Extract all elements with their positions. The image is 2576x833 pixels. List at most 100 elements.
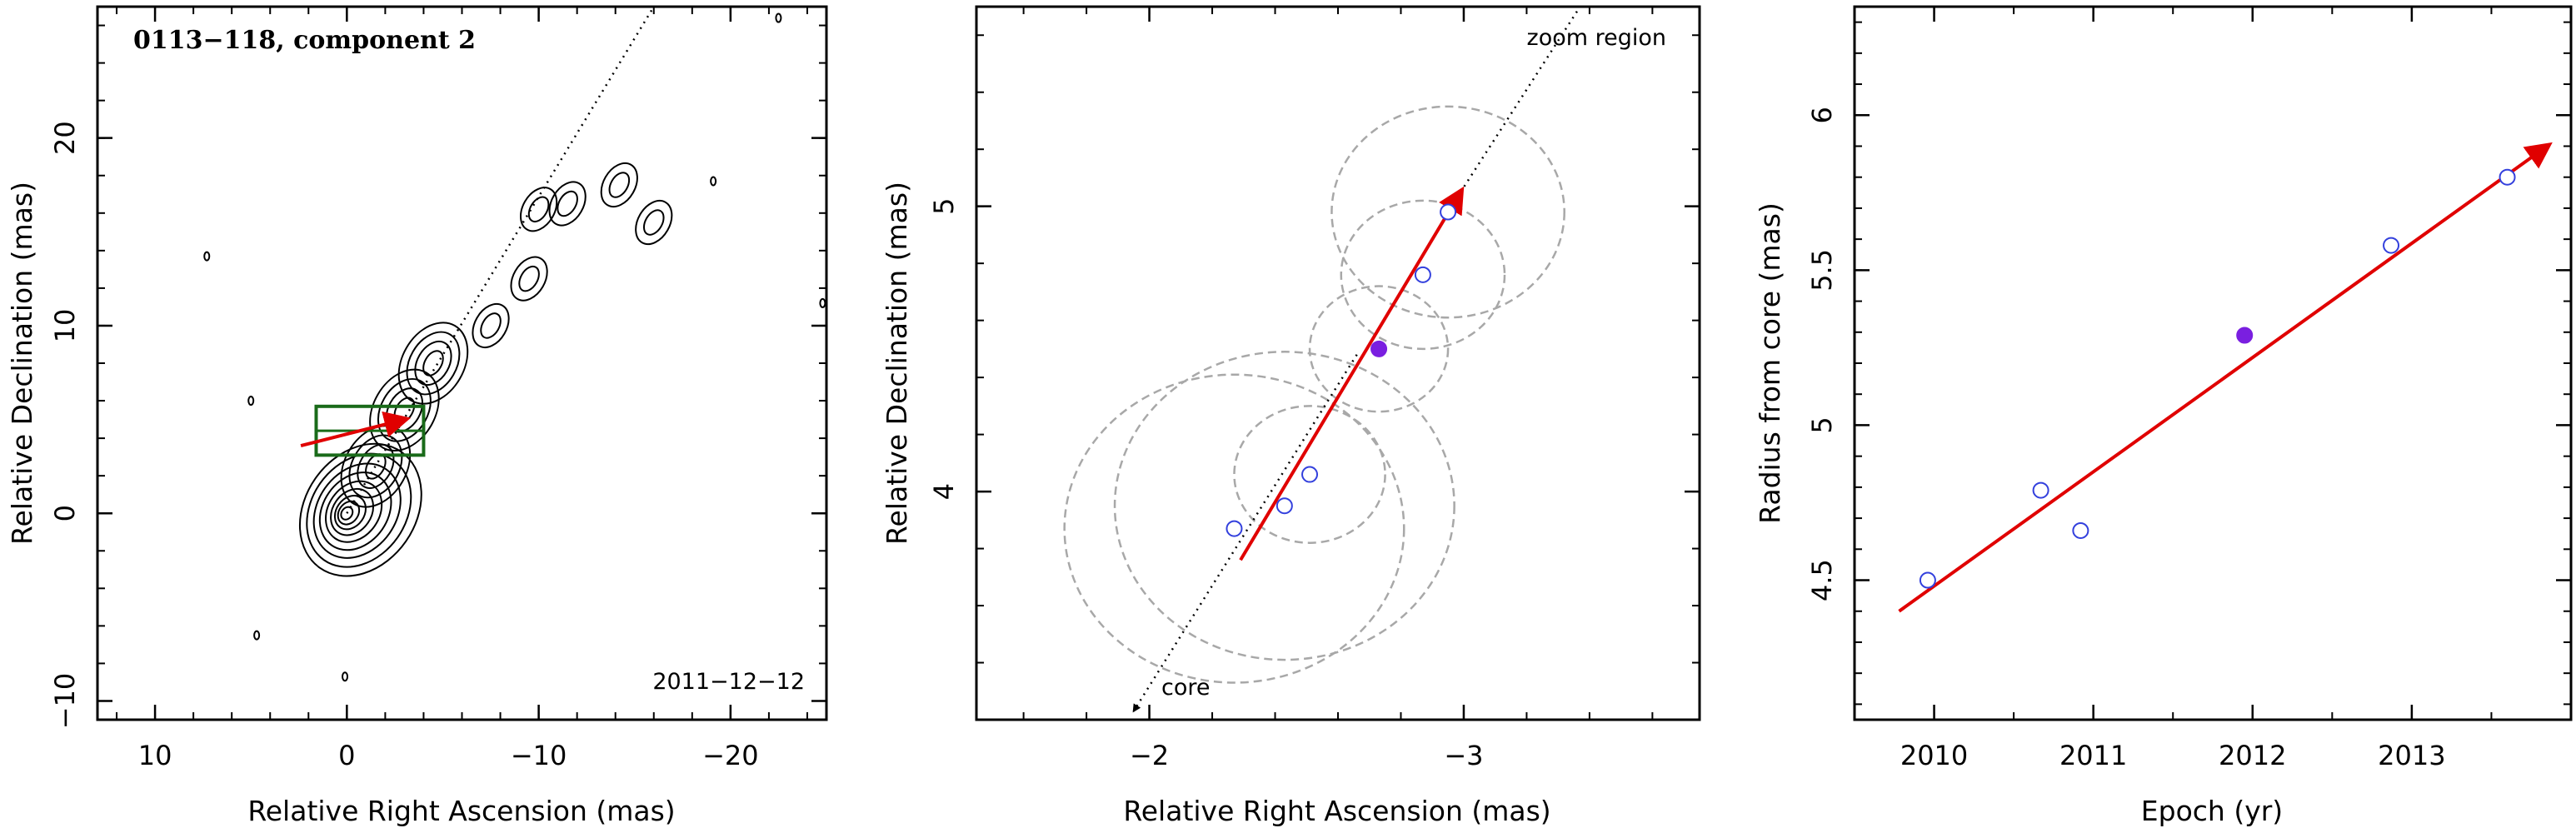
jet-contour — [608, 172, 631, 198]
panel1-frame — [96, 5, 828, 721]
panel2-core-label: core — [1161, 675, 1210, 701]
panel3-ytick-label: 5 — [1806, 416, 1838, 433]
panel3-xtick-label: 2011 — [2059, 740, 2127, 771]
core-contour — [330, 487, 374, 536]
isolated-contour — [253, 630, 261, 641]
trend-arrow — [1239, 186, 1465, 561]
panel1-ytick-label: 20 — [49, 121, 81, 155]
isolated-contour — [342, 671, 349, 682]
panel1-plot-layer — [203, 6, 826, 682]
jet-contour — [340, 425, 412, 508]
position-point — [1440, 203, 1457, 221]
highlighted-point — [2236, 327, 2254, 344]
panel-radius-epoch: 2010 2011 2012 2013 4.5 5 5.5 6 Epoch (yr) Radi… — [1754, 5, 2573, 827]
jet-contour — [357, 443, 395, 489]
jet-contour — [510, 256, 548, 302]
jet-contour — [348, 434, 403, 499]
panel1-ticks: 10 0 −10 −20 −10 0 10 20 — [49, 7, 826, 771]
isolated-contour — [775, 12, 782, 23]
panel2-xlabel: Relative Right Ascension (mas) — [1123, 795, 1550, 827]
panel1-xtick-label: 0 — [338, 740, 355, 771]
panel3-xtick-label: 2013 — [2378, 740, 2445, 771]
core-contour — [340, 506, 354, 521]
jet-contour — [518, 265, 540, 292]
panel2-ylabel: Relative Declination (mas) — [881, 182, 913, 545]
jet-contour — [369, 368, 440, 452]
panel3-ticks: 2010 2011 2012 2013 4.5 5 5.5 6 — [1806, 7, 2572, 771]
trend-arrow — [1898, 142, 2553, 613]
jet-contour — [377, 377, 432, 442]
jet-axis-line — [346, 6, 655, 514]
core-contour — [337, 500, 361, 526]
panel3-xtick-label: 2012 — [2219, 740, 2286, 771]
panel3-ylabel: Radius from core (mas) — [1754, 202, 1786, 524]
component-arrow — [300, 411, 412, 448]
jet-contour — [635, 200, 673, 246]
panel2-ytick-label: 4 — [928, 483, 960, 500]
panel-zoom-region: −2 −3 4 5 zoom region core Relative Right A… — [881, 5, 1701, 827]
panel2-plot-layer — [1063, 6, 1581, 713]
panel2-ticks: −2 −3 4 5 — [928, 7, 1700, 771]
panel3-plot-layer — [1898, 142, 2553, 613]
jet-contour — [520, 187, 558, 232]
panel3-xlabel: Epoch (yr) — [2141, 795, 2283, 827]
panel2-frame — [975, 5, 1701, 721]
panel1-ylabel: Relative Declination (mas) — [6, 182, 38, 545]
jet-contour — [548, 181, 587, 227]
position-point — [1226, 520, 1243, 537]
radius-point — [2383, 237, 2400, 254]
panel1-ytick-label: 10 — [49, 309, 81, 343]
jet-contour — [527, 196, 550, 223]
panel3-ytick-label: 5.5 — [1806, 249, 1838, 292]
panel2-title: zoom region — [1527, 25, 1666, 51]
core-contour — [312, 462, 402, 559]
jet-contour — [557, 190, 578, 217]
jet-contour — [406, 331, 461, 396]
radius-point — [1919, 571, 1936, 589]
panel3-ytick-label: 4.5 — [1806, 559, 1838, 601]
radius-point — [2072, 521, 2089, 539]
isolated-contour — [819, 297, 826, 308]
panel1-title: 0113−118, component 2 — [133, 26, 476, 55]
isolated-contour — [710, 176, 717, 187]
panel3-frame — [1853, 5, 2573, 721]
error-circle — [1113, 351, 1455, 661]
panel3-xtick-label: 2010 — [1900, 740, 1968, 771]
radius-point — [2499, 168, 2516, 186]
panel1-xlabel: Relative Right Ascension (mas) — [247, 795, 675, 827]
panel1-ytick-label: −10 — [49, 673, 81, 730]
error-circle — [1330, 105, 1565, 319]
core-contour — [333, 495, 367, 531]
isolated-contour — [203, 251, 211, 262]
isolated-contour — [247, 396, 255, 407]
jet-contour — [600, 162, 638, 208]
panel2-xtick-label: −3 — [1444, 740, 1483, 771]
panel1-epoch-label: 2011−12−12 — [652, 669, 805, 695]
highlighted-point — [1370, 340, 1388, 357]
error-circle — [1233, 405, 1386, 544]
jet-contour — [642, 209, 665, 236]
panel2-xtick-label: −2 — [1130, 740, 1169, 771]
error-circle — [1063, 373, 1405, 684]
panel1-xtick-label: −10 — [511, 740, 567, 771]
error-circle — [1308, 285, 1450, 413]
jet-contour — [472, 302, 510, 348]
position-point — [1301, 466, 1319, 483]
panel1-xtick-label: 10 — [138, 740, 172, 771]
core-contour — [325, 480, 383, 543]
jet-contour — [397, 322, 469, 405]
jet-contour — [414, 340, 452, 387]
position-point — [1414, 266, 1431, 283]
position-point — [1276, 497, 1293, 515]
panel3-ytick-label: 6 — [1806, 107, 1838, 123]
panel1-ytick-label: 0 — [49, 505, 81, 521]
jet-contour — [480, 312, 502, 339]
core-contour — [318, 471, 392, 551]
jet-contour — [422, 350, 444, 377]
panel2-ytick-label: 5 — [928, 198, 960, 215]
panel1-xtick-label: −20 — [702, 740, 759, 771]
radius-point — [2032, 481, 2049, 499]
error-circle — [1340, 199, 1506, 351]
